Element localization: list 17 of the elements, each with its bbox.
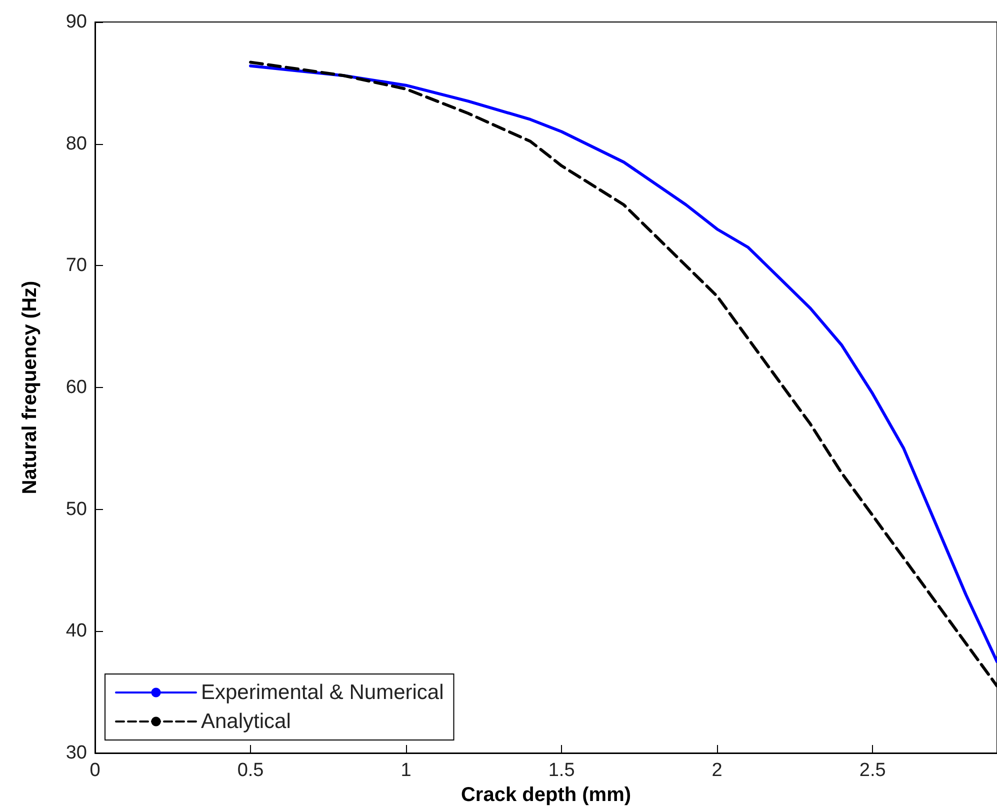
legend-label: Analytical: [201, 710, 291, 733]
legend-label: Experimental & Numerical: [201, 681, 444, 704]
y-axis-title: Natural frequency (Hz): [19, 280, 41, 494]
x-tick-label: 1: [400, 760, 412, 781]
y-tick-label: 70: [66, 255, 87, 276]
x-tick-label: 0: [90, 760, 100, 781]
y-tick-label: 80: [66, 133, 87, 154]
y-tick-label: 50: [66, 498, 87, 520]
x-tick-label: 1.5: [548, 760, 575, 781]
x-axis-title: Crack depth (mm): [460, 784, 632, 806]
y-tick-label: 60: [66, 377, 87, 398]
y-tick-label: 90: [66, 12, 87, 32]
x-tick-label: 0.5: [237, 760, 264, 781]
x-tick-label: 2: [712, 760, 722, 781]
x-tick-label: 2.5: [859, 760, 886, 781]
y-tick-label: 40: [66, 620, 87, 642]
y-tick-label: 30: [66, 742, 87, 764]
